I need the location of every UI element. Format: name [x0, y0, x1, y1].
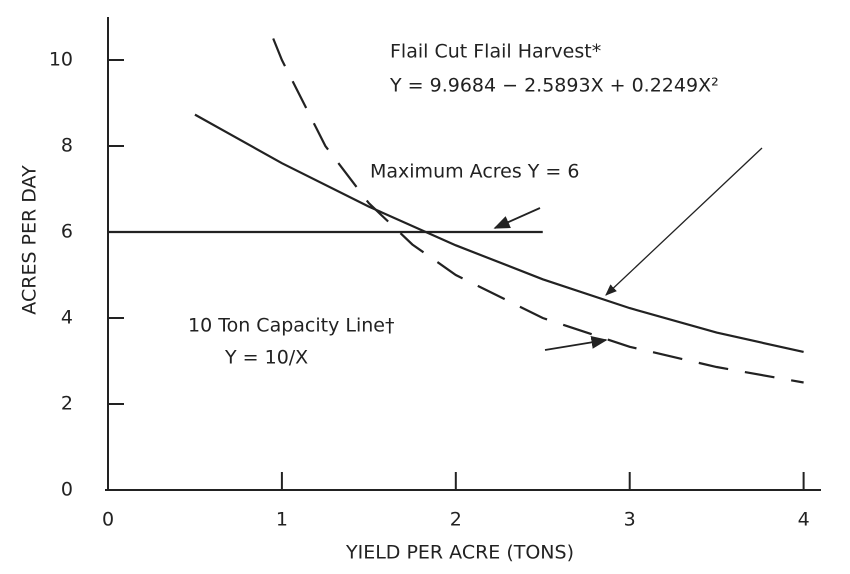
arrow: [605, 147, 763, 296]
x-tick-label: 4: [798, 509, 810, 531]
series-label: 10 Ton Capacity Line†: [188, 315, 394, 337]
y-tick-label: 10: [49, 49, 73, 71]
series-line: [272, 38, 804, 384]
series-label: Flail Cut Flail Harvest*: [390, 41, 601, 63]
x-tick-label: 3: [624, 509, 636, 531]
x-tick-label: 2: [450, 509, 462, 531]
y-tick-label: 2: [61, 393, 73, 415]
series-line: [194, 113, 804, 354]
y-axis-label: ACRES PER DAY: [19, 165, 41, 315]
y-tick-label: 0: [61, 479, 73, 501]
equation: Y = 9.9684 − 2.5893X + 0.2249X²: [389, 75, 719, 97]
y-tick-label: 4: [61, 307, 73, 329]
x-axis-label: YIELD PER ACRE (TONS): [345, 542, 574, 564]
series-label: Maximum Acres Y = 6: [370, 161, 579, 183]
equation: Y = 10/X: [224, 347, 308, 369]
x-tick-label: 0: [102, 509, 114, 531]
x-tick-label: 1: [276, 509, 288, 531]
y-tick-label: 6: [61, 221, 73, 243]
arrow: [544, 335, 608, 351]
arrow: [493, 207, 541, 229]
y-tick-label: 8: [61, 135, 73, 157]
